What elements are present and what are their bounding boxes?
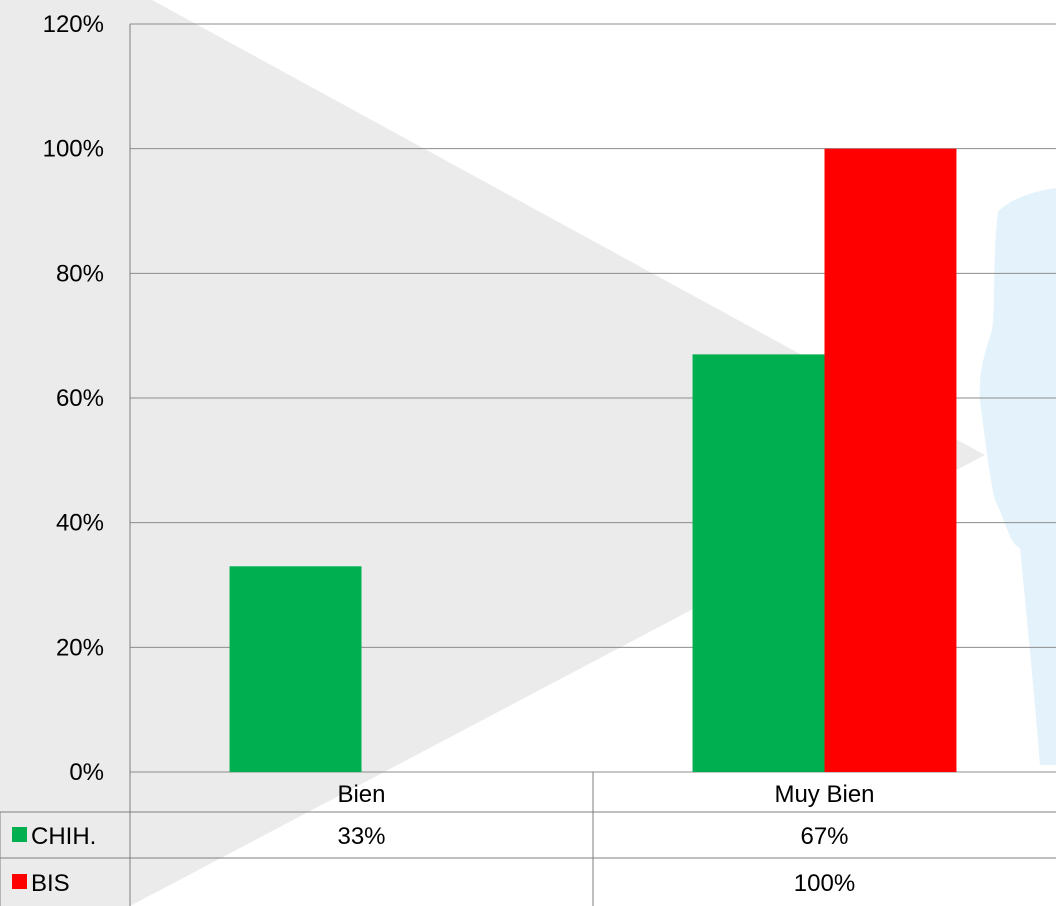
y-tick-label: 40%	[56, 510, 104, 537]
legend-label: BIS	[31, 870, 70, 897]
bar-chih-bien	[229, 566, 362, 772]
bars	[229, 148, 957, 772]
legend-key	[12, 874, 27, 889]
y-tick-label: 60%	[56, 385, 104, 412]
data-label: 100%	[794, 870, 855, 897]
data-table: Bien Muy Bien CHIH. 33% 67% BIS 100%	[0, 772, 1056, 906]
y-tick-label: 120%	[43, 11, 104, 38]
legend-key	[12, 827, 27, 842]
y-tick-label: 0%	[69, 759, 104, 786]
y-axis: 0% 20% 40% 60% 80% 100% 120%	[43, 11, 104, 786]
bar-bis-muy-bien	[824, 148, 957, 772]
legend-label: CHIH.	[31, 823, 96, 850]
x-category-label: Bien	[337, 781, 385, 808]
y-tick-label: 80%	[56, 260, 104, 287]
y-tick-label: 20%	[56, 634, 104, 661]
y-tick-label: 100%	[43, 136, 104, 163]
background-figure-decoration	[979, 188, 1056, 765]
x-category-label: Muy Bien	[774, 781, 874, 808]
bar-chih-muy-bien	[692, 354, 825, 772]
data-label: 67%	[800, 823, 848, 850]
data-label: 33%	[337, 823, 385, 850]
